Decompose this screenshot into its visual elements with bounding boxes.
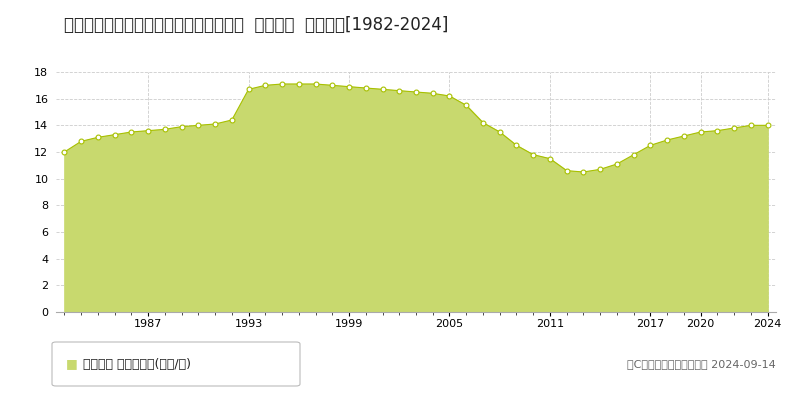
Text: ■: ■ bbox=[66, 358, 78, 370]
Text: 地価公示 平均坪単価(万円/坪): 地価公示 平均坪単価(万円/坪) bbox=[83, 358, 191, 370]
Text: （C）土地価格ドットコム 2024-09-14: （C）土地価格ドットコム 2024-09-14 bbox=[627, 359, 776, 369]
Text: 福島県いわき市常磐関船町堀田９番３外  地価公示  地価推移[1982-2024]: 福島県いわき市常磐関船町堀田９番３外 地価公示 地価推移[1982-2024] bbox=[64, 16, 448, 34]
